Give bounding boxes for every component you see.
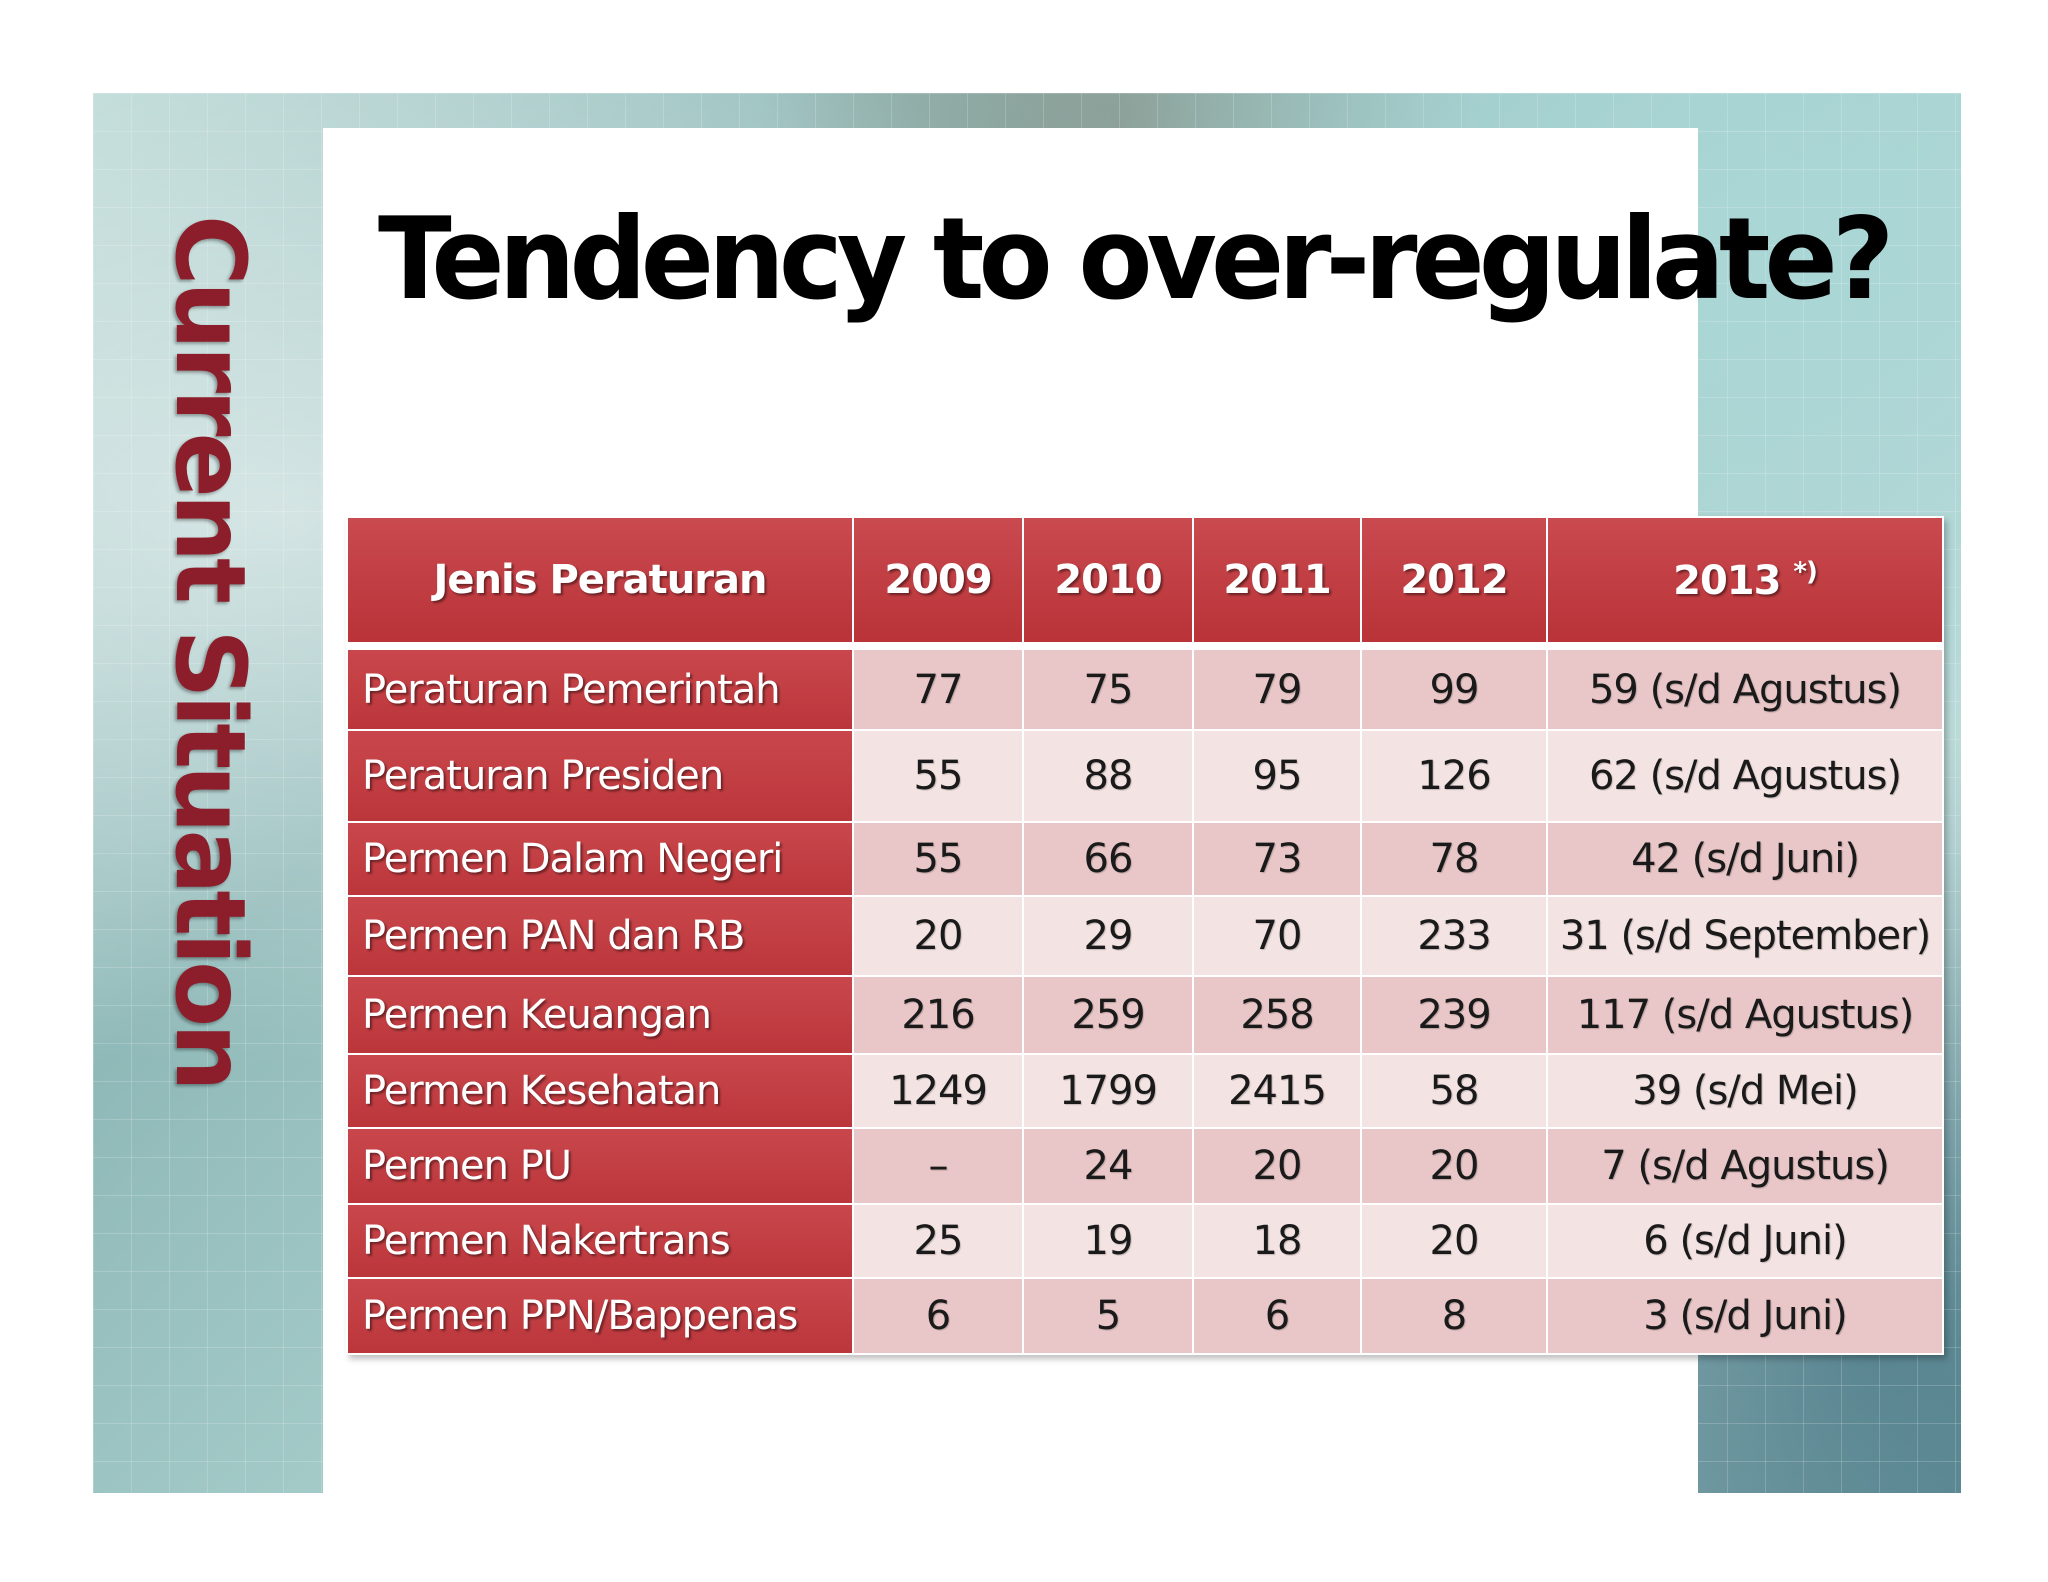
cell-2010: 24 <box>1022 1127 1194 1205</box>
cell-2013: 59 (s/d Agustus) <box>1546 645 1944 731</box>
table-row: Peraturan Presiden 55 88 95 126 62 (s/d Agust… <box>346 729 1944 823</box>
header-2009: 2009 <box>852 516 1024 650</box>
cell-2013: 62 (s/d Agustus) <box>1546 729 1944 823</box>
cell-2011: 258 <box>1192 975 1362 1055</box>
cell-2013: 6 (s/d Juni) <box>1546 1203 1944 1279</box>
row-label: Permen Kesehatan <box>346 1053 854 1129</box>
table-row: Permen Dalam Negeri 55 66 73 78 42 (s/d Juni) <box>346 821 1944 897</box>
row-label: Permen PAN dan RB <box>346 895 854 977</box>
header-jenis-peraturan: Jenis Peraturan <box>346 516 854 650</box>
cell-2009: 216 <box>852 975 1024 1055</box>
header-2013-label: 2013 <box>1673 557 1781 604</box>
table-row: Permen PPN/Bappenas 6 5 6 8 3 (s/d Juni) <box>346 1277 1944 1355</box>
regulation-table: Jenis Peraturan 2009 2010 2011 2012 2013… <box>346 516 1944 1355</box>
cell-2009: 25 <box>852 1203 1024 1279</box>
cell-2011: 20 <box>1192 1127 1362 1205</box>
cell-2011: 2415 <box>1192 1053 1362 1129</box>
row-label: Peraturan Pemerintah <box>346 645 854 731</box>
cell-2012: 8 <box>1360 1277 1548 1355</box>
table-header-row: Jenis Peraturan 2009 2010 2011 2012 2013… <box>346 516 1944 650</box>
cell-2013: 39 (s/d Mei) <box>1546 1053 1944 1129</box>
row-label: Permen PPN/Bappenas <box>346 1277 854 1355</box>
header-2012: 2012 <box>1360 516 1548 650</box>
cell-2010: 75 <box>1022 645 1194 731</box>
cell-2010: 29 <box>1022 895 1194 977</box>
cell-2010: 5 <box>1022 1277 1194 1355</box>
header-2013-note: *) <box>1793 556 1818 587</box>
cell-2009: 77 <box>852 645 1024 731</box>
cell-2012: 20 <box>1360 1203 1548 1279</box>
cell-2012: 233 <box>1360 895 1548 977</box>
cell-2012: 239 <box>1360 975 1548 1055</box>
table-body: Peraturan Pemerintah 77 75 79 99 59 (s/d Agus… <box>346 645 1944 1355</box>
header-2013: 2013 *) <box>1546 516 1944 650</box>
row-label: Peraturan Presiden <box>346 729 854 823</box>
cell-2010: 1799 <box>1022 1053 1194 1129</box>
table-row: Permen PAN dan RB 20 29 70 233 31 (s/d Septem… <box>346 895 1944 977</box>
cell-2011: 18 <box>1192 1203 1362 1279</box>
table-row: Peraturan Pemerintah 77 75 79 99 59 (s/d Agus… <box>346 645 1944 731</box>
cell-2012: 58 <box>1360 1053 1548 1129</box>
row-label: Permen Nakertrans <box>346 1203 854 1279</box>
cell-2009: 55 <box>852 821 1024 897</box>
cell-2013: 7 (s/d Agustus) <box>1546 1127 1944 1205</box>
cell-2009: 55 <box>852 729 1024 823</box>
row-label: Permen PU <box>346 1127 854 1205</box>
cell-2013: 42 (s/d Juni) <box>1546 821 1944 897</box>
table-row: Permen Keuangan 216 259 258 239 117 (s/d Agus… <box>346 975 1944 1055</box>
cell-2013: 3 (s/d Juni) <box>1546 1277 1944 1355</box>
cell-2011: 6 <box>1192 1277 1362 1355</box>
cell-2009: 1249 <box>852 1053 1024 1129</box>
row-label: Permen Dalam Negeri <box>346 821 854 897</box>
cell-2011: 73 <box>1192 821 1362 897</box>
cell-2010: 259 <box>1022 975 1194 1055</box>
header-2011: 2011 <box>1192 516 1362 650</box>
cell-2012: 78 <box>1360 821 1548 897</box>
cell-2009: 20 <box>852 895 1024 977</box>
page-title: Tendency to over-regulate? <box>378 193 1894 326</box>
cell-2012: 20 <box>1360 1127 1548 1205</box>
cell-2009: – <box>852 1127 1024 1205</box>
cell-2012: 126 <box>1360 729 1548 823</box>
cell-2011: 70 <box>1192 895 1362 977</box>
cell-2009: 6 <box>852 1277 1024 1355</box>
cell-2010: 66 <box>1022 821 1194 897</box>
header-2010: 2010 <box>1022 516 1194 650</box>
cell-2013: 31 (s/d September) <box>1546 895 1944 977</box>
side-title: Current Situation <box>154 215 266 1088</box>
row-label: Permen Keuangan <box>346 975 854 1055</box>
cell-2010: 19 <box>1022 1203 1194 1279</box>
cell-2013: 117 (s/d Agustus) <box>1546 975 1944 1055</box>
cell-2010: 88 <box>1022 729 1194 823</box>
cell-2011: 95 <box>1192 729 1362 823</box>
cell-2011: 79 <box>1192 645 1362 731</box>
table-row: Permen Kesehatan 1249 1799 2415 58 39 (s/d Me… <box>346 1053 1944 1129</box>
table-row: Permen PU –24 20 20 7 (s/d Agustus) <box>346 1127 1944 1205</box>
table-row: Permen Nakertrans 25 19 18 20 6 (s/d Juni) <box>346 1203 1944 1279</box>
cell-2012: 99 <box>1360 645 1548 731</box>
